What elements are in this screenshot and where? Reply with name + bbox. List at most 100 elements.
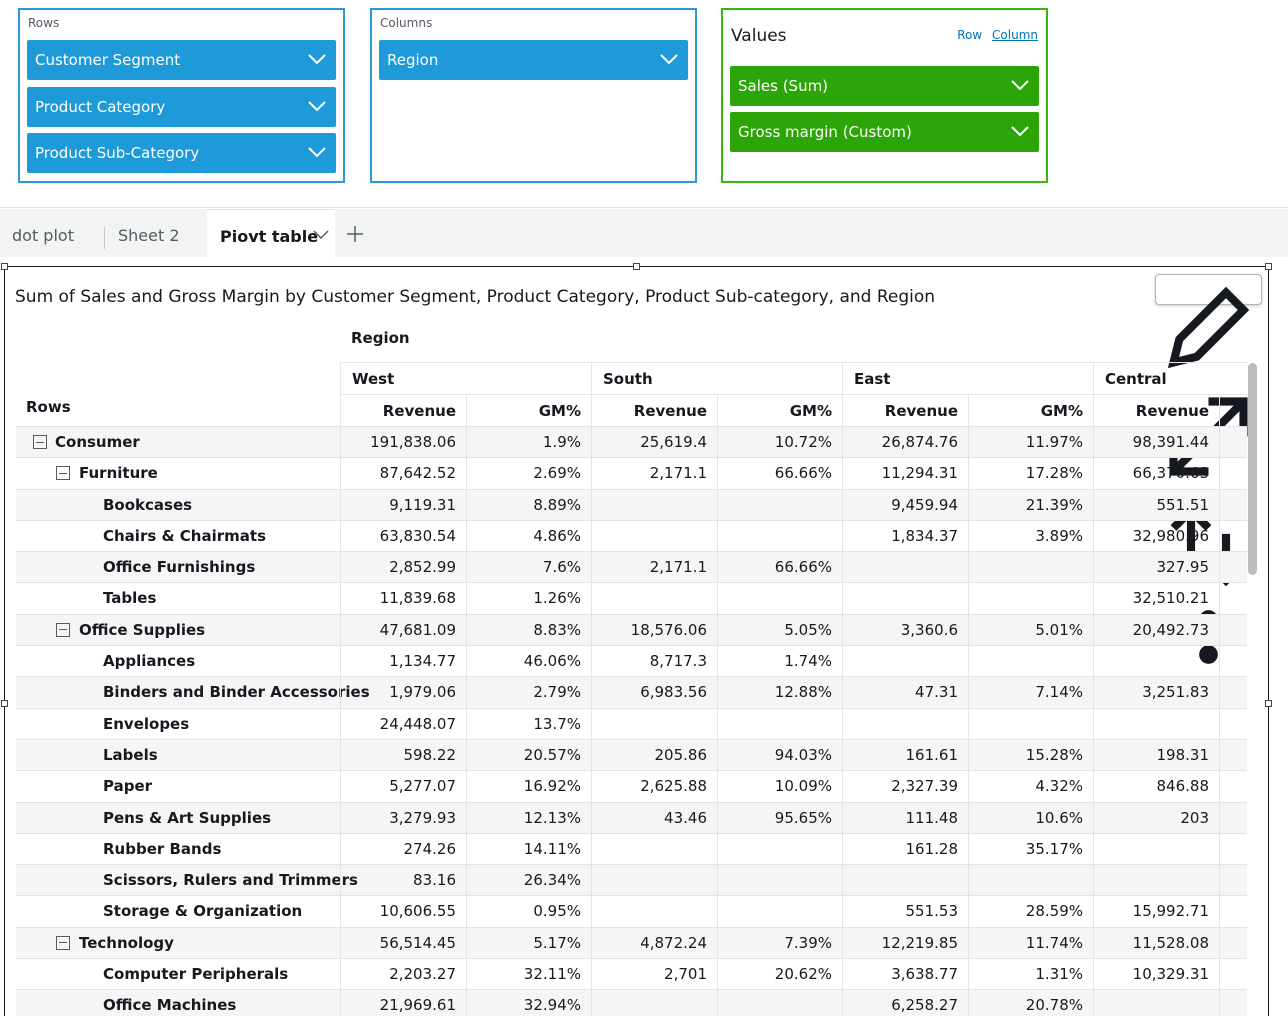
table-cell[interactable]: 3,360.6 (842, 614, 968, 646)
table-cell[interactable]: 17.28% (968, 458, 1093, 490)
table-cell[interactable]: 10.09% (717, 771, 842, 803)
table-cell[interactable]: 9,119.31 (340, 489, 466, 521)
table-cell[interactable] (1093, 990, 1219, 1016)
resize-handle[interactable] (1, 700, 8, 707)
table-cell[interactable]: 32,980.96 (1093, 520, 1219, 552)
tab-dot-plot[interactable]: dot plot (12, 226, 74, 245)
collapse-icon[interactable] (56, 935, 70, 950)
collapse-icon[interactable] (56, 466, 70, 481)
field-pill-product-sub-category[interactable]: Product Sub-Category (27, 133, 336, 173)
table-row[interactable]: Storage & Organization 10,606.55 0.95% 551.… (16, 895, 1247, 928)
table-cell[interactable]: 3,279.93 (340, 802, 466, 834)
table-cell[interactable]: 198.31 (1093, 739, 1219, 771)
columns-field-well[interactable]: Columns Region (370, 8, 697, 183)
table-cell[interactable]: 598.22 (340, 739, 466, 771)
table-cell[interactable]: 32.94% (466, 990, 591, 1016)
table-cell[interactable]: 8.89% (466, 489, 591, 521)
table-row[interactable]: Office Furnishings 2,852.99 7.6% 2,171.1 66.… (16, 551, 1247, 584)
table-row[interactable]: Envelopes 24,448.07 13.7% (16, 707, 1247, 740)
field-pill-gross-margin[interactable]: Gross margin (Custom) (730, 112, 1039, 152)
measure-header-revenue[interactable]: Revenue (1093, 394, 1219, 426)
table-cell[interactable]: 161.28 (842, 833, 968, 865)
field-pill-region[interactable]: Region (379, 40, 688, 80)
table-cell[interactable]: 10,329.31 (1093, 959, 1219, 991)
table-row[interactable]: Paper 5,277.07 16.92% 2,625.88 10.09% 2,327.3… (16, 770, 1247, 803)
table-cell[interactable]: 5.17% (466, 927, 591, 959)
table-cell[interactable]: 2,852.99 (340, 552, 466, 584)
table-cell[interactable]: 4.32% (968, 771, 1093, 803)
table-cell[interactable]: 327.95 (1093, 552, 1219, 584)
chevron-down-icon[interactable] (660, 53, 678, 65)
resize-handle[interactable] (1265, 700, 1272, 707)
table-row[interactable]: Office Machines 21,969.61 32.94% 6,258.27 20… (16, 989, 1247, 1016)
chevron-down-icon[interactable] (308, 146, 326, 158)
table-cell[interactable]: 47,681.09 (340, 614, 466, 646)
table-cell[interactable]: 87,642.52 (340, 458, 466, 490)
table-cell[interactable]: 32.11% (466, 959, 591, 991)
table-cell[interactable] (968, 552, 1093, 584)
rows-field-well[interactable]: Rows Customer Segment Product Category P… (18, 8, 345, 183)
table-cell[interactable]: 98,391.44 (1093, 427, 1219, 458)
measure-header-revenue[interactable]: Revenue (340, 394, 466, 426)
table-cell[interactable]: 11,528.08 (1093, 927, 1219, 959)
table-cell[interactable]: 15,992.71 (1093, 896, 1219, 928)
table-cell[interactable] (717, 708, 842, 740)
table-cell[interactable] (717, 990, 842, 1016)
table-row[interactable]: Office Supplies 47,681.09 8.83% 18,576.06 5.… (16, 613, 1247, 646)
table-cell[interactable]: 191,838.06 (340, 427, 466, 458)
table-cell[interactable] (1093, 646, 1219, 678)
table-row[interactable]: Pens & Art Supplies 3,279.93 12.13% 43.46 95… (16, 801, 1247, 834)
table-cell[interactable]: 20,492.73 (1093, 614, 1219, 646)
table-cell[interactable] (717, 489, 842, 521)
table-cell[interactable]: 16.92% (466, 771, 591, 803)
table-cell[interactable]: 1.26% (466, 583, 591, 615)
table-cell[interactable]: 3,638.77 (842, 959, 968, 991)
table-cell[interactable]: 4.86% (466, 520, 591, 552)
table-cell[interactable] (1093, 833, 1219, 865)
table-cell[interactable]: 10.6% (968, 802, 1093, 834)
table-cell[interactable]: 46.06% (466, 646, 591, 678)
table-cell[interactable]: 274.26 (340, 833, 466, 865)
table-row[interactable]: Bookcases 9,119.31 8.89% 9,459.94 21.39% 551.… (16, 488, 1247, 521)
edit-pencil-icon[interactable] (1156, 275, 1261, 380)
table-cell[interactable]: 94.03% (717, 739, 842, 771)
table-cell[interactable]: 5,277.07 (340, 771, 466, 803)
table-cell[interactable]: 20.78% (968, 990, 1093, 1016)
table-cell[interactable] (968, 583, 1093, 615)
table-row[interactable]: Tables 11,839.68 1.26% 32,510.21 (16, 582, 1247, 615)
table-cell[interactable]: 8,717.3 (591, 646, 717, 678)
table-cell[interactable]: 3,251.83 (1093, 677, 1219, 709)
region-header-south[interactable]: South (591, 362, 842, 394)
collapse-icon[interactable] (56, 622, 70, 637)
table-row[interactable]: Technology 56,514.45 5.17% 4,872.24 7.39% 12,… (16, 926, 1247, 959)
table-cell[interactable]: 4,872.24 (591, 927, 717, 959)
table-cell[interactable] (1093, 708, 1219, 740)
table-cell[interactable]: 5.05% (717, 614, 842, 646)
vertical-scrollbar[interactable] (1248, 363, 1257, 575)
table-cell[interactable]: 63,830.54 (340, 520, 466, 552)
table-cell[interactable]: 26,874.76 (842, 427, 968, 458)
table-cell[interactable] (591, 833, 717, 865)
table-cell[interactable]: 1,979.06 (340, 677, 466, 709)
table-cell[interactable]: 551.53 (842, 896, 968, 928)
table-row[interactable]: Consumer 191,838.06 1.9% 25,619.4 10.72% 26,8… (16, 426, 1247, 458)
table-cell[interactable] (591, 990, 717, 1016)
table-cell[interactable]: 203 (1093, 802, 1219, 834)
table-cell[interactable]: 10.72% (717, 427, 842, 458)
table-cell[interactable]: 15.28% (968, 739, 1093, 771)
measure-header-revenue[interactable]: Revenue (591, 394, 717, 426)
chevron-down-icon[interactable] (308, 100, 326, 112)
table-cell[interactable]: 2,171.1 (591, 458, 717, 490)
table-cell[interactable]: 11,294.31 (842, 458, 968, 490)
table-cell[interactable]: 26.34% (466, 865, 591, 897)
table-cell[interactable]: 56,514.45 (340, 927, 466, 959)
field-pill-product-category[interactable]: Product Category (27, 87, 336, 127)
measure-header-gm[interactable]: GM% (466, 394, 591, 426)
table-cell[interactable]: 66.66% (717, 458, 842, 490)
table-cell[interactable]: 1.74% (717, 646, 842, 678)
table-row[interactable]: Rubber Bands 274.26 14.11% 161.28 35.17% (16, 832, 1247, 865)
table-cell[interactable] (591, 708, 717, 740)
table-row[interactable]: Computer Peripherals 2,203.27 32.11% 2,701 2… (16, 958, 1247, 991)
resize-handle[interactable] (1, 263, 8, 270)
chevron-down-icon[interactable] (1011, 79, 1029, 91)
